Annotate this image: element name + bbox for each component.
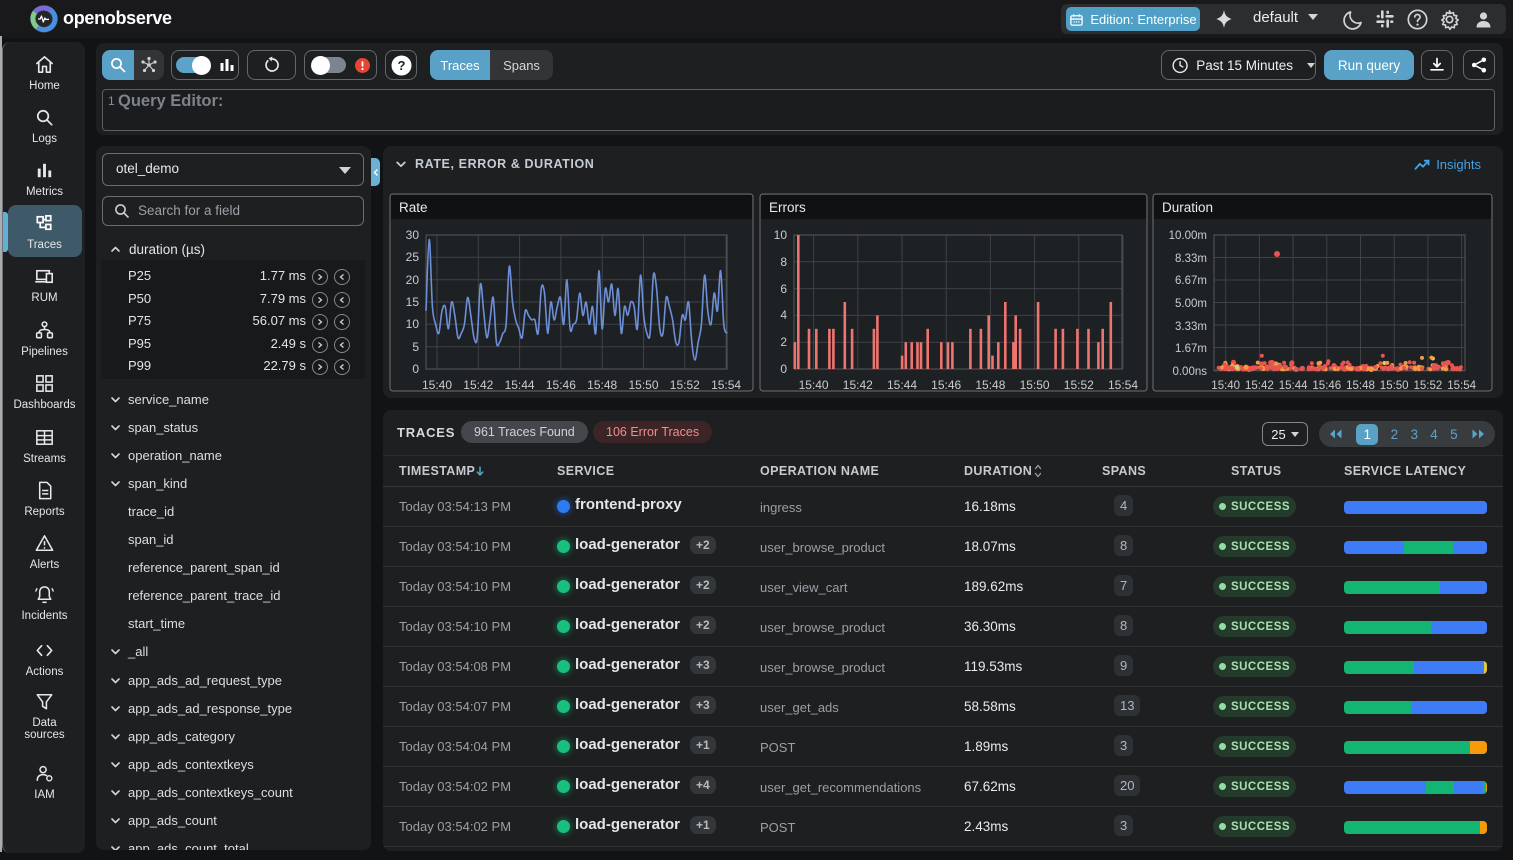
- svg-text:15:44: 15:44: [505, 378, 535, 392]
- svg-text:Rate: Rate: [399, 200, 428, 215]
- svg-text:8.33m: 8.33m: [1175, 253, 1207, 265]
- svg-text:4: 4: [780, 308, 787, 322]
- svg-text:3.33m: 3.33m: [1175, 321, 1207, 333]
- svg-text:Duration: Duration: [1162, 200, 1213, 215]
- svg-text:15:42: 15:42: [463, 378, 493, 392]
- svg-text:15:40: 15:40: [799, 378, 829, 392]
- svg-text:15:54: 15:54: [711, 378, 741, 392]
- svg-text:8: 8: [780, 255, 787, 269]
- svg-text:15:46: 15:46: [1312, 380, 1341, 392]
- svg-text:20: 20: [406, 273, 420, 287]
- svg-text:15:40: 15:40: [422, 378, 452, 392]
- svg-text:15:44: 15:44: [887, 378, 917, 392]
- svg-text:15:54: 15:54: [1447, 380, 1476, 392]
- svg-text:10: 10: [774, 228, 788, 242]
- svg-text:15:50: 15:50: [628, 378, 658, 392]
- svg-text:15:52: 15:52: [1064, 378, 1094, 392]
- svg-text:15:42: 15:42: [1245, 380, 1274, 392]
- svg-text:15:46: 15:46: [931, 378, 961, 392]
- svg-text:10.00m: 10.00m: [1169, 230, 1207, 242]
- svg-text:15:50: 15:50: [1380, 380, 1409, 392]
- svg-text:2: 2: [780, 335, 787, 349]
- svg-text:15:40: 15:40: [1211, 380, 1240, 392]
- svg-text:15:42: 15:42: [843, 378, 873, 392]
- svg-text:15:46: 15:46: [546, 378, 576, 392]
- svg-text:15:52: 15:52: [1414, 380, 1443, 392]
- svg-text:15:48: 15:48: [587, 378, 617, 392]
- svg-text:1.67m: 1.67m: [1175, 343, 1207, 355]
- svg-text:?: ?: [397, 58, 405, 73]
- svg-text:0.00ns: 0.00ns: [1172, 366, 1207, 378]
- svg-text:15:50: 15:50: [1020, 378, 1050, 392]
- svg-text:6.67m: 6.67m: [1175, 275, 1207, 287]
- svg-text:10: 10: [406, 317, 420, 331]
- svg-text:15:54: 15:54: [1108, 378, 1138, 392]
- svg-text:25: 25: [406, 250, 420, 264]
- svg-text:6: 6: [780, 282, 787, 296]
- svg-text:15:48: 15:48: [1346, 380, 1375, 392]
- svg-text:15: 15: [406, 295, 420, 309]
- svg-text:30: 30: [406, 228, 420, 242]
- svg-text:15:44: 15:44: [1279, 380, 1308, 392]
- svg-text:15:52: 15:52: [670, 378, 700, 392]
- svg-text:5.00m: 5.00m: [1175, 298, 1207, 310]
- svg-text:0: 0: [780, 362, 787, 376]
- svg-text:5: 5: [412, 340, 419, 354]
- svg-text:Errors: Errors: [769, 200, 806, 215]
- svg-text:0: 0: [412, 362, 419, 376]
- svg-text:15:48: 15:48: [975, 378, 1005, 392]
